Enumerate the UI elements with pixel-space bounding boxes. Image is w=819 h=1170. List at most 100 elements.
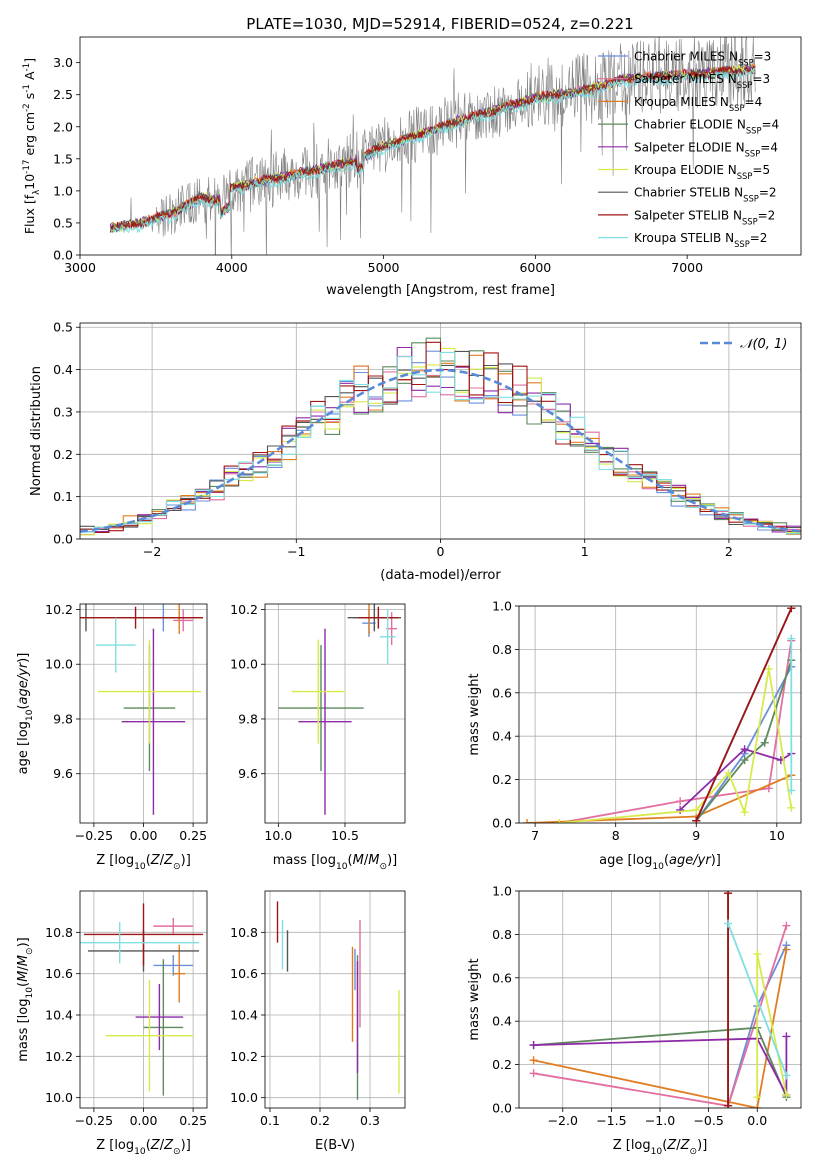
axes-frame [264, 603, 406, 824]
x-axis-label: Z [log10(Z/Z⊙)] [613, 1138, 708, 1157]
weight-marker [753, 1104, 762, 1108]
axes-frame [264, 890, 406, 1109]
panel-spectrum: 3000 4000 5000 6000 7000 0.0 0.5 1.0 1.5 2.0 2.5 3.… [22, 36, 802, 298]
x-tick-label: 0.3 [360, 1113, 380, 1128]
y-tick-label: 2.0 [53, 119, 73, 134]
y-axis-label: Flux [fλ10-17 erg cm-2 s-1 A-1] [22, 58, 42, 234]
plot-area [523, 606, 796, 823]
y-tick-label: 9.6 [53, 766, 73, 781]
y-tick-label: 10.6 [230, 966, 258, 981]
chart-title: PLATE=1030, MJD=52914, FIBERID=0524, z=0… [246, 15, 633, 33]
panel-age-mass: 10.0 10.5 9.6 9.8 10.0 10.2 mass [log10(M/M⊙)] [230, 602, 406, 872]
weight-line-kroupa-stelib [727, 923, 788, 1076]
weight-marker [787, 786, 796, 795]
legend-label: Salpeter MILES NSSP=3 [634, 72, 770, 90]
x-tick-label: −0.5 [693, 1113, 723, 1128]
y-tick-label: 0.5 [53, 215, 73, 230]
y-tick-label: 9.6 [238, 766, 258, 781]
weight-marker [740, 756, 749, 765]
x-tick-label: 0.00 [130, 1113, 158, 1128]
y-tick-label: 10.2 [230, 1049, 258, 1064]
x-tick-label: −1 [287, 544, 305, 559]
weight-marker [529, 1041, 538, 1050]
x-tick-label: −0.25 [75, 1113, 113, 1128]
x-axis-label: Z [log10(Z/Z⊙)] [96, 1138, 191, 1157]
panel-residuals: −2 −1 0 1 2 0.0 0.1 0.2 0.3 0.4 0.5 𝒩(0, 1) (data-mo… [29, 320, 802, 583]
plot-area [80, 604, 204, 815]
weight-marker [782, 1071, 791, 1080]
x-tick-label: 0.25 [179, 828, 207, 843]
legend-label: Chabrier MILES NSSP=3 [634, 50, 771, 68]
weight-marker [760, 738, 769, 747]
x-tick-label: 7000 [671, 260, 703, 275]
y-tick-label: 0.2 [53, 447, 73, 462]
y-tick-label: 0.2 [492, 772, 512, 787]
weight-marker [529, 1069, 538, 1078]
weight-line-kroupa-elodie [559, 668, 793, 823]
y-tick-label: 3.0 [53, 55, 73, 70]
y-axis-label: mass weight [467, 673, 482, 755]
x-tick-label: 3000 [64, 260, 96, 275]
x-axis-label: mass [log10(M/M⊙)] [273, 853, 397, 872]
panel-age-Z: −0.25 0.00 0.25 9.6 9.8 10.0 10.2 Z [log10(Z/Z⊙… [16, 602, 208, 872]
x-axis-label: (data-model)/error [380, 568, 501, 583]
panel-mass-Z: −0.25 0.00 0.25 10.0 10.2 10.4 10.6 10.8 Z [log1… [16, 890, 208, 1157]
weight-marker [787, 606, 796, 613]
plot-area [80, 337, 801, 536]
x-tick-label: 0.0 [747, 1113, 767, 1128]
y-tick-label: 10.4 [230, 1008, 258, 1023]
weight-marker [787, 634, 796, 643]
x-tick-label: 0.25 [179, 1113, 207, 1128]
weight-marker [740, 808, 749, 817]
y-tick-label: 10.0 [45, 657, 73, 672]
weight-line-salpeter-elodie [533, 1036, 788, 1096]
y-tick-label: 0.4 [53, 362, 73, 377]
y-tick-label: 0.0 [492, 816, 512, 831]
legend-label: Salpeter ELODIE NSSP=4 [634, 140, 778, 158]
y-axis-label: mass weight [467, 958, 482, 1040]
y-tick-label: 0.5 [53, 320, 73, 335]
legend-label: Chabrier STELIB NSSP=2 [634, 186, 777, 204]
axes-frame [79, 36, 802, 256]
panel-weight-Z: −2.0 −1.5 −1.0 −0.5 0.0 0.0 0.2 0.4 0.6 0.8 1.0 mas… [467, 884, 802, 1157]
residual-hist-kroupa-stelib [80, 351, 801, 535]
x-tick-label: 8 [612, 828, 620, 843]
weight-marker [782, 921, 791, 930]
weight-marker [753, 1093, 762, 1102]
y-tick-label: 0.4 [492, 729, 512, 744]
x-tick-label: 2 [725, 544, 733, 559]
plot-area [529, 891, 791, 1108]
y-tick-label: 9.8 [53, 711, 73, 726]
spectrum-model-salpeter-stelib [109, 65, 756, 233]
weight-marker [740, 745, 749, 754]
plot-area [80, 903, 204, 1096]
weight-marker [724, 769, 733, 778]
weight-line-salpeter-elodie [679, 748, 792, 811]
y-tick-label: 10.0 [230, 1090, 258, 1105]
x-axis-label: wavelength [Angstrom, rest frame] [326, 283, 555, 298]
legend-label: Salpeter STELIB NSSP=2 [634, 208, 775, 226]
y-tick-label: 10.2 [230, 602, 258, 617]
x-tick-label: 0.00 [130, 828, 158, 843]
weight-marker [676, 797, 685, 806]
y-tick-label: 0.6 [492, 970, 512, 985]
legend-label: 𝒩(0, 1) [740, 337, 787, 352]
x-tick-label: −2 [143, 544, 161, 559]
y-tick-label: 1.0 [492, 599, 512, 614]
x-tick-label: −0.25 [75, 828, 113, 843]
plot-area [278, 604, 401, 815]
x-tick-label: 0.2 [310, 1113, 330, 1128]
y-tick-label: 0.1 [53, 489, 73, 504]
y-tick-label: 10.8 [230, 925, 258, 940]
y-tick-label: 0.0 [492, 1101, 512, 1116]
weight-marker [724, 891, 733, 898]
panel-mass-ebv: 0.1 0.2 0.3 10.0 10.2 10.4 10.6 10.8 E(B-V) [230, 890, 406, 1153]
weight-line-kroupa-miles [527, 774, 792, 823]
weight-line-kroupa-miles [533, 949, 788, 1108]
y-tick-label: 0.3 [53, 404, 73, 419]
y-tick-label: 0.6 [492, 685, 512, 700]
spectrum-model-kroupa-stelib [110, 67, 756, 234]
weight-line-salpeter-miles [559, 640, 793, 823]
y-tick-label: 0.0 [53, 532, 73, 547]
